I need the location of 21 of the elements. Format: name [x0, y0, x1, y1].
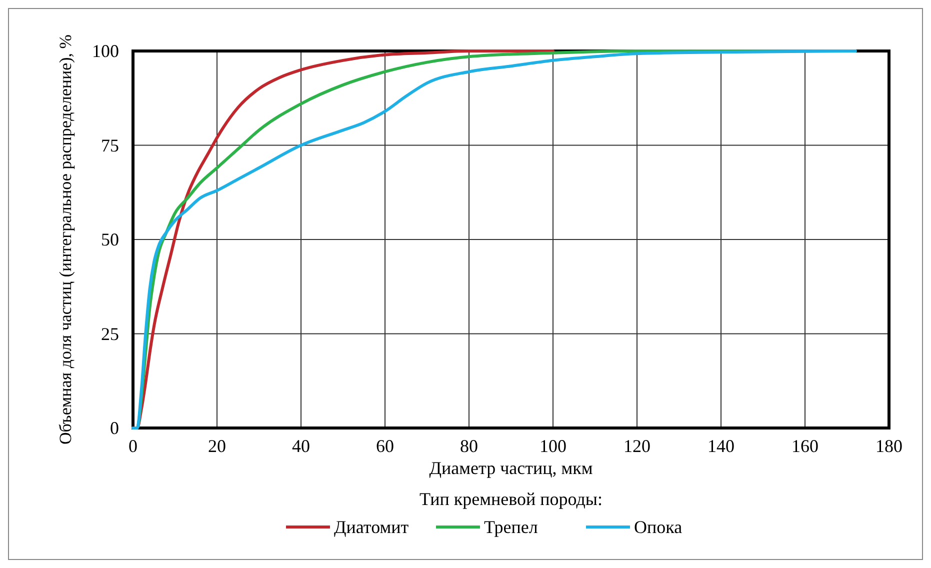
y-tick-label: 50: [101, 230, 119, 250]
x-tick-label: 100: [540, 436, 566, 456]
y-tick-label: 75: [101, 135, 119, 156]
legend-label: Трепел: [484, 517, 538, 537]
x-tick-label: 80: [460, 436, 478, 456]
y-tick-label: 100: [92, 41, 119, 61]
x-tick-label: 40: [292, 436, 310, 456]
x-tick-label: 180: [876, 436, 902, 456]
legend-label: Опока: [634, 517, 682, 537]
x-tick-label: 20: [208, 436, 226, 456]
x-tick-label: 140: [708, 436, 734, 456]
x-tick-label: 120: [624, 436, 650, 456]
x-tick-label: 60: [376, 436, 394, 456]
legend-title: Тип кремневой породы:: [420, 489, 602, 509]
x-axis-title: Диаметр частиц, мкм: [429, 458, 593, 478]
x-tick-label: 0: [128, 436, 138, 456]
y-axis-title: Объемная доля частиц (интегральное распределение), %: [56, 34, 75, 444]
legend-label: Диатомит: [334, 517, 409, 537]
y-tick-label: 0: [110, 418, 119, 438]
x-tick-label: 160: [792, 436, 818, 456]
y-tick-label: 25: [101, 324, 119, 344]
